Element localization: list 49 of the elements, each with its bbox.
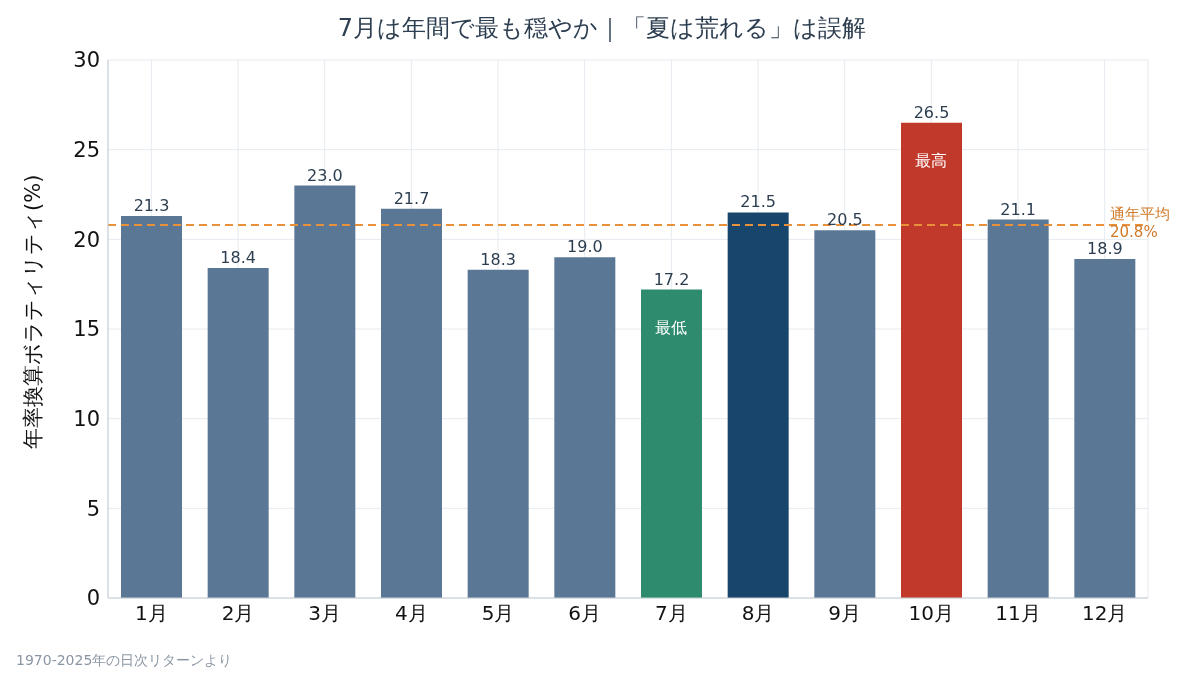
bar [381, 208, 442, 598]
bar [641, 289, 702, 598]
bar [1074, 259, 1136, 598]
x-tick-label: 8月 [741, 601, 775, 626]
data-label: 23.0 [307, 165, 343, 185]
annotation: 最低 [655, 318, 688, 338]
y-tick-label: 0 [86, 586, 100, 611]
y-tick-label: 30 [73, 48, 100, 73]
data-label: 18.9 [1087, 239, 1123, 259]
data-label: 18.3 [480, 249, 516, 269]
bar [207, 268, 269, 598]
data-label: 21.7 [393, 188, 430, 208]
x-tick-label: 11月 [995, 601, 1041, 626]
x-tick-label: 9月 [828, 601, 862, 626]
y-tick-label: 10 [73, 407, 100, 432]
data-label: 21.3 [133, 196, 170, 216]
bar [467, 269, 529, 598]
x-tick-label: 5月 [481, 601, 515, 626]
x-tick-label: 6月 [568, 601, 602, 626]
data-label: 19.0 [567, 237, 603, 257]
y-tick-label: 25 [73, 138, 100, 163]
data-label: 21.1 [1000, 199, 1036, 219]
bar [901, 122, 962, 598]
annotation: 最高 [915, 151, 948, 171]
data-label: 26.5 [913, 102, 950, 122]
data-label: 17.2 [653, 269, 690, 289]
x-tick-label: 4月 [394, 601, 428, 626]
bar [294, 185, 356, 598]
bar [727, 212, 789, 598]
y-tick-label: 20 [73, 227, 100, 252]
bar [987, 219, 1049, 598]
chart-title: 7月は年間で最も穏やか｜「夏は荒れる」は誤解 [336, 13, 868, 44]
y-tick-label: 5 [86, 496, 100, 521]
x-tick-label: 2月 [221, 601, 255, 626]
y-axis-title: 年率換算ボラティリティ(%) [21, 174, 46, 449]
text: 1970-2025年の日次リターンより [15, 652, 234, 670]
ref-line-label: 通年平均 20.8% [1110, 204, 1170, 241]
x-tick-label: 7月 [654, 601, 688, 626]
bar [121, 216, 182, 598]
x-tick-label: 1月 [134, 601, 168, 626]
x-tick-label: 3月 [308, 601, 342, 626]
x-tick-label: 10月 [908, 601, 955, 626]
y-tick-label: 15 [73, 317, 100, 342]
bar [554, 257, 616, 598]
data-label: 18.4 [220, 248, 256, 268]
data-label: 21.5 [740, 192, 776, 212]
bar [814, 230, 876, 598]
x-tick-label: 12月 [1081, 601, 1128, 626]
data-label: 20.5 [827, 210, 863, 230]
